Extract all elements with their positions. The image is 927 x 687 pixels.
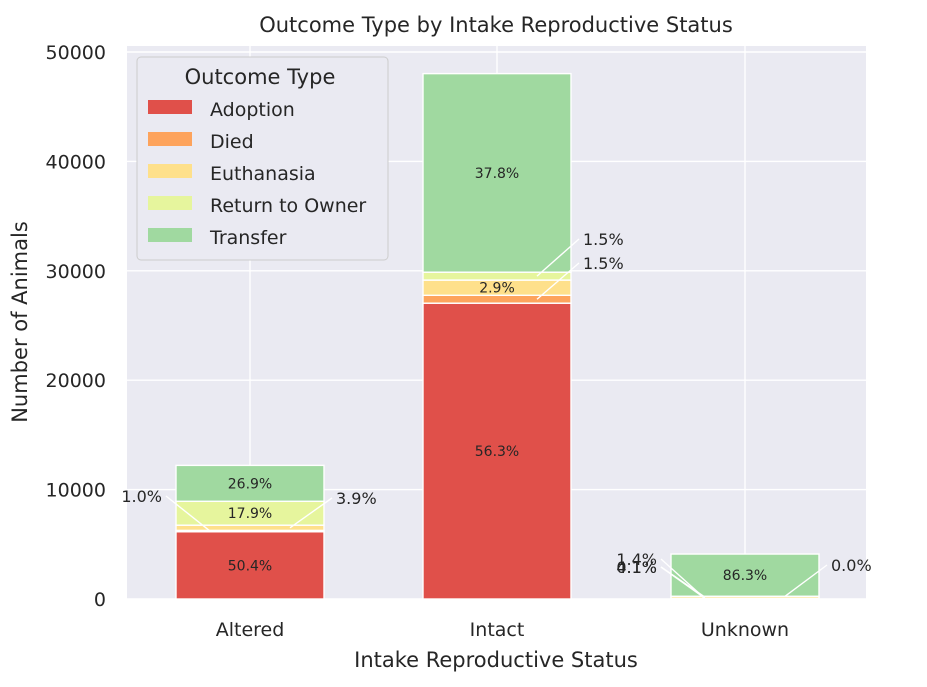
x-tick-labels: Altered Intact Unknown: [216, 619, 789, 641]
legend-box: [136, 56, 389, 261]
legend-entry: Euthanasia: [210, 163, 316, 185]
y-tick-label: 0: [94, 589, 106, 611]
legend-swatch: [148, 164, 192, 178]
legend-entry: Adoption: [210, 99, 295, 121]
legend-swatch: [148, 196, 192, 210]
chart-title: Outcome Type by Intake Reproductive Stat…: [259, 13, 733, 37]
segment-label: 50.4%: [228, 558, 272, 574]
x-axis-label: Intake Reproductive Status: [354, 648, 638, 672]
bar-segments: [175, 72, 820, 600]
segment-label-outside: 3.9%: [336, 489, 377, 508]
leader-line: [784, 564, 828, 597]
segment-label: 86.3%: [723, 568, 767, 584]
segment-label-outside: 1.5%: [583, 254, 624, 273]
bar-segment-transfer: [422, 72, 572, 273]
bar-segment-adoption: [175, 531, 325, 600]
leader-line: [536, 238, 580, 277]
y-tick-label: 30000: [46, 261, 106, 283]
y-tick-label: 40000: [46, 151, 106, 173]
segment-label-outside: 0.0%: [831, 556, 872, 575]
legend-swatch: [148, 100, 192, 114]
y-tick-label: 20000: [46, 370, 106, 392]
segment-label-outside: 1.5%: [583, 230, 624, 249]
legend-entry: Transfer: [209, 227, 287, 249]
segment-labels: 50.4% 1.0% 3.9% 17.9% 26.9% 56.3% 1.5% 2.9% 1.5%…: [121, 166, 871, 584]
bar-segment-euthanasia: [175, 524, 325, 532]
legend-title: Outcome Type: [185, 65, 336, 89]
bar-segment-transfer: [175, 464, 325, 502]
legend-swatch: [148, 132, 192, 146]
x-tick-label: Unknown: [701, 619, 789, 641]
segment-label: 2.9%: [479, 281, 515, 297]
segment-label: 56.3%: [475, 444, 519, 460]
bar-segment-return-to-owner: [422, 271, 572, 281]
legend-swatch: [148, 228, 192, 242]
segment-label-outside: 1.4%: [616, 550, 657, 569]
leader-lines: [165, 238, 828, 600]
x-tick-label: Altered: [216, 619, 285, 641]
segment-label-outside: 1.0%: [121, 487, 162, 506]
leader-line: [289, 497, 333, 529]
segment-label-outside: 4.1%: [616, 558, 657, 577]
x-tick-label: Intact: [470, 619, 525, 641]
leader-line: [536, 262, 580, 300]
legend-items: Adoption Died Euthanasia Return to Owner Tra…: [148, 99, 366, 249]
y-axis-label: Number of Animals: [8, 221, 32, 423]
y-tick-label: 10000: [46, 480, 106, 502]
segment-label: 17.9%: [228, 506, 272, 522]
legend-entry: Return to Owner: [210, 195, 366, 217]
y-tick-labels: 0 10000 20000 30000 40000 50000: [46, 42, 106, 611]
legend: Outcome Type Adoption Died Euthanasia Retur…: [136, 56, 389, 261]
leader-line: [660, 566, 706, 598]
y-tick-label: 50000: [46, 42, 106, 64]
legend-entry: Died: [210, 131, 254, 153]
segment-label: 26.9%: [228, 476, 272, 492]
segment-label: 37.8%: [475, 166, 519, 182]
leader-line: [165, 495, 211, 532]
segment-label-outside: 0.1%: [616, 558, 657, 577]
bar-segment-adoption: [422, 302, 572, 600]
